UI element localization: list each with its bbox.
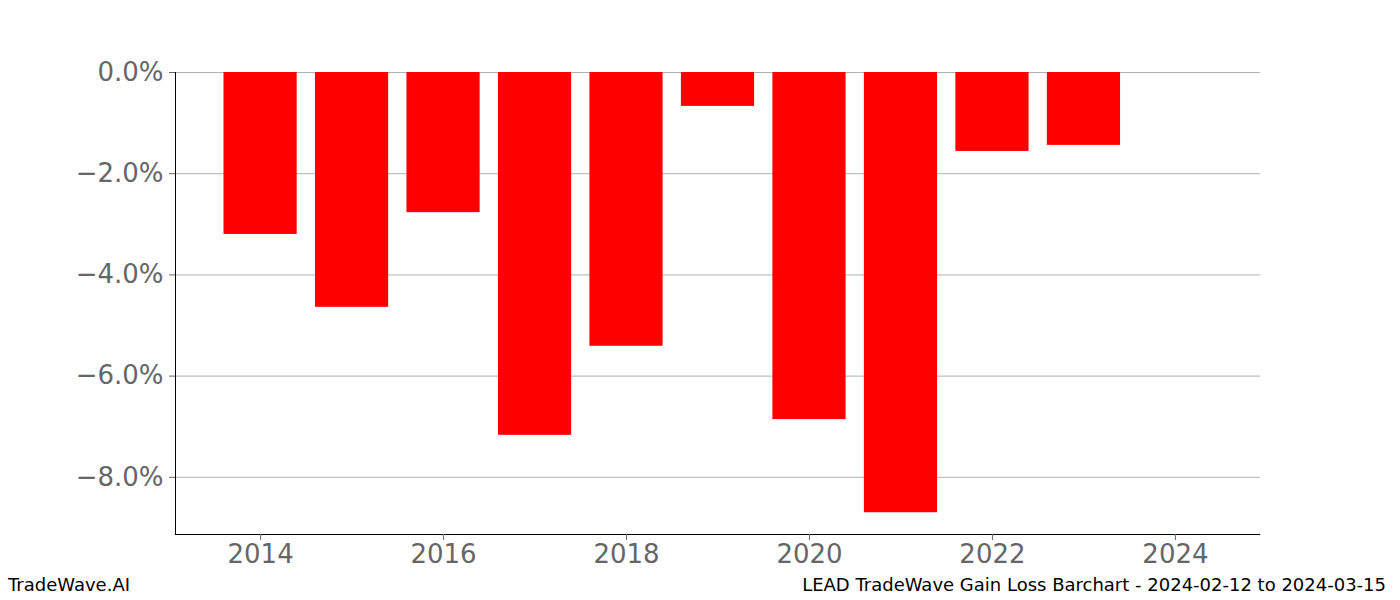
svg-text:2020: 2020 <box>776 539 842 569</box>
svg-text:2016: 2016 <box>410 539 476 569</box>
html-text:LEAD TradeWave Gain Loss Barch: LEAD TradeWave Gain Loss Barchart - 2024… <box>802 574 1386 595</box>
svg-text:−2.0%: −2.0% <box>76 158 164 188</box>
svg-text:2022: 2022 <box>959 539 1025 569</box>
svg-text:−4.0%: −4.0% <box>76 259 164 289</box>
svg-text:2018: 2018 <box>593 539 659 569</box>
svg-text:2014: 2014 <box>227 539 293 569</box>
svg-text:0.0%: 0.0% <box>97 57 163 87</box>
svg-text:2024: 2024 <box>1142 539 1208 569</box>
svg-text:−8.0%: −8.0% <box>76 462 164 492</box>
svg-text:−6.0%: −6.0% <box>76 360 164 390</box>
html-text:TradeWave.AI: TradeWave.AI <box>8 574 130 595</box>
